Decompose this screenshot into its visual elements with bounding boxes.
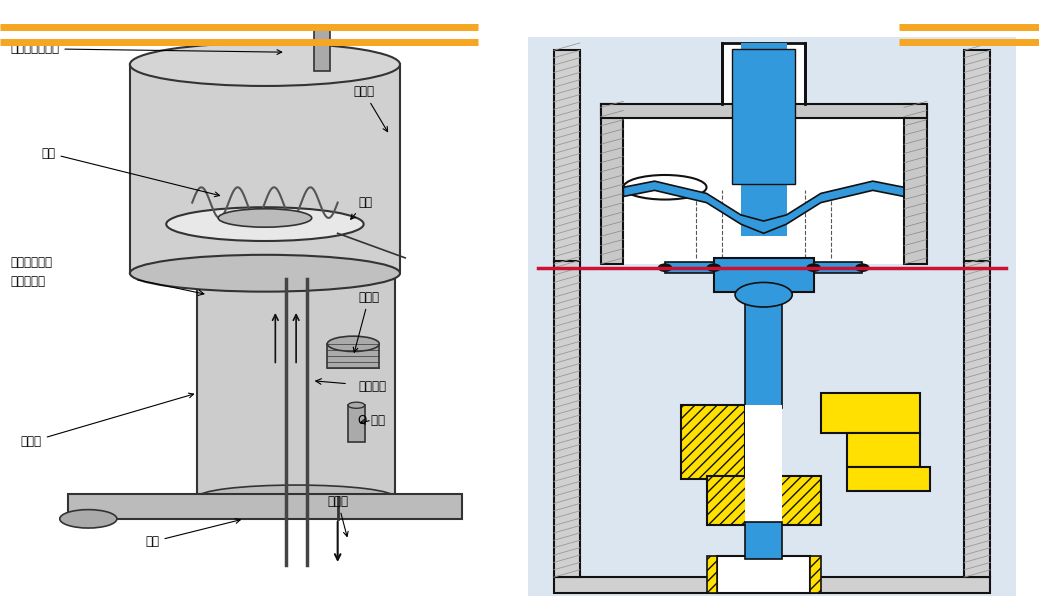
Bar [717,556,810,593]
Bar [745,298,782,408]
Ellipse shape [327,336,379,352]
Ellipse shape [130,43,400,86]
Bar [745,405,782,479]
Bar [964,261,990,577]
Text: 回油管: 回油管 [327,495,348,537]
Text: 力
压
燃: 力 压 燃 [842,158,862,271]
Bar [741,101,787,236]
Bar [810,556,821,593]
Text: 油箱供油: 油箱供油 [358,380,387,393]
Bar [681,405,745,479]
Text: 上壳体: 上壳体 [353,85,388,131]
Bar [745,522,782,559]
Bar [130,64,400,273]
Circle shape [855,263,870,272]
Bar [314,28,330,71]
Circle shape [806,263,821,272]
Polygon shape [623,181,904,233]
Bar [904,104,927,264]
Bar [732,49,795,184]
Bar [327,344,379,368]
Bar [714,258,814,292]
Bar [745,476,782,525]
Text: 气门和气门座: 气门和气门座 [10,257,52,270]
Bar [847,433,920,467]
Text: 下壳体: 下壳体 [21,393,193,448]
Text: 滤清器: 滤清器 [353,291,379,352]
Bar [197,279,395,497]
Ellipse shape [59,510,116,528]
Bar [722,43,805,104]
Text: 发动机真空接头: 发动机真空接头 [10,42,282,55]
Bar [665,262,714,273]
Ellipse shape [218,209,312,227]
Text: 垫片: 垫片 [145,519,240,548]
Bar [601,104,623,264]
Bar [554,50,580,263]
Bar [814,262,862,273]
Bar [601,104,927,118]
Bar [554,577,990,593]
Bar [964,50,990,263]
Text: 膜片: 膜片 [351,196,372,219]
Ellipse shape [736,282,793,307]
Bar [528,37,1016,596]
Bar [554,261,580,577]
Bar [348,405,365,442]
Circle shape [658,263,672,272]
Text: 总成固定板: 总成固定板 [10,275,46,288]
Bar [741,43,787,104]
Bar [707,556,717,593]
Text: O 型圈: O 型圈 [358,414,385,427]
Bar [821,393,920,433]
Bar [847,467,930,491]
Bar [623,118,904,264]
Text: 弹簧: 弹簧 [42,147,219,196]
Bar [707,476,821,525]
Ellipse shape [348,402,365,408]
Bar [0,0,520,614]
Bar [68,494,462,519]
Circle shape [707,263,721,272]
Ellipse shape [166,208,364,241]
Ellipse shape [197,485,395,510]
Ellipse shape [130,255,400,292]
